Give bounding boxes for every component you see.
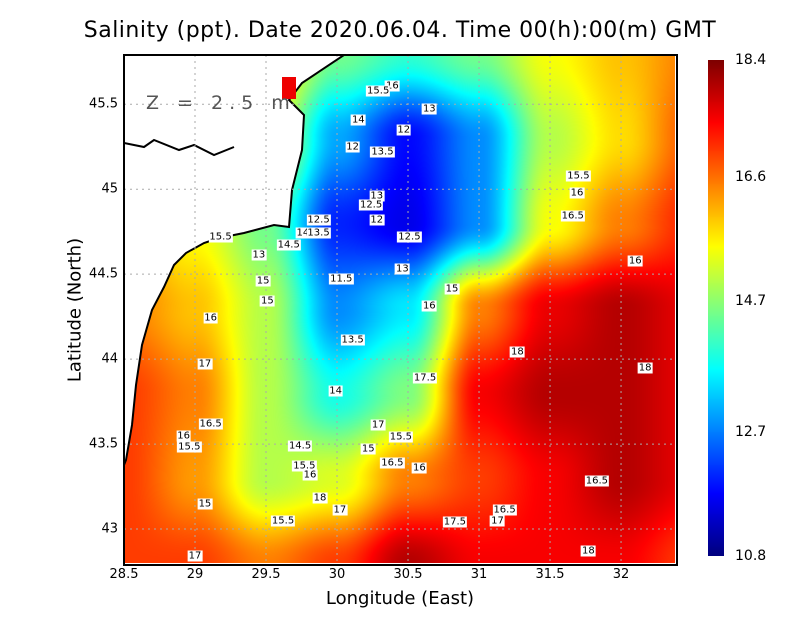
contour-label: 12 — [396, 124, 412, 136]
y-tick-label: 45.5 — [89, 96, 118, 112]
contour-label: 14 — [295, 227, 311, 239]
x-axis-label: Longitude (East) — [325, 588, 475, 609]
contour-label: 13 — [251, 249, 267, 261]
contour-label: 18 — [509, 346, 525, 358]
contour-label: 14 — [350, 114, 366, 126]
x-tick-label: 30.5 — [393, 567, 423, 582]
contour-label: 18 — [637, 362, 653, 374]
contour-label: 15.5 — [270, 515, 296, 527]
contour-label: 14 — [328, 385, 343, 397]
contour-label: 17 — [490, 515, 505, 527]
contour-label: 13.5 — [306, 227, 331, 239]
x-tick-label: 28.5 — [109, 567, 139, 582]
contour-label: 16 — [627, 255, 643, 267]
contour-label: 15 — [444, 283, 460, 295]
contour-label: 16 — [412, 462, 427, 474]
x-tick-label: 31.5 — [535, 567, 565, 582]
land-mass — [124, 55, 346, 466]
contour-label: 15.5 — [177, 441, 202, 453]
contour-label: 12.5 — [397, 231, 422, 243]
contour-label: 13 — [394, 263, 410, 275]
contour-label: 15.5 — [366, 85, 391, 97]
contour-label: 14.5 — [276, 239, 301, 251]
contour-label: 18 — [580, 545, 596, 557]
contour-label: 12 — [369, 214, 385, 226]
y-axis-label: Latitude (North) — [64, 237, 86, 383]
coastline — [124, 138, 235, 157]
contour-label: 16 — [203, 312, 218, 324]
contour-label: 13 — [369, 190, 385, 202]
contour-label: 13.5 — [370, 146, 395, 158]
contour-label: 16 — [302, 469, 318, 481]
contour-label: 16.5 — [560, 210, 585, 222]
contour-label: 15 — [255, 275, 271, 287]
colorbar-tick-label: 16.6 — [735, 169, 767, 186]
contour-label: 15.5 — [292, 460, 317, 472]
contour-label: 13 — [421, 103, 437, 115]
x-tick-label: 32 — [612, 567, 630, 582]
contour-label: 15 — [360, 443, 376, 455]
colorbar-tick-label: 14.7 — [735, 293, 767, 310]
colorbar-tick-label: 10.8 — [735, 548, 767, 564]
y-tick-label: 43.5 — [89, 436, 118, 452]
contour-label: 12.5 — [306, 214, 331, 226]
contour-label: 17 — [197, 358, 213, 370]
contour-label: 17.5 — [442, 516, 468, 528]
colorbar-tick-label: 18.4 — [735, 52, 767, 68]
contour-label: 15 — [260, 295, 275, 307]
contour-label: 17.5 — [412, 372, 438, 384]
contour-label: 12.5 — [358, 199, 384, 210]
contour-label: 15.5 — [566, 170, 591, 182]
contour-label: 11.5 — [329, 273, 354, 285]
chart-title: Salinity (ppt). Date 2020.06.04. Time 00… — [83, 18, 717, 43]
contour-label: 16.5 — [198, 418, 223, 430]
x-tick-label: 31 — [470, 567, 488, 582]
depth-annotation: Z = 2.5 m — [146, 92, 296, 114]
contour-label: 16 — [421, 300, 437, 312]
plot-overlay — [124, 55, 675, 563]
contour-label: 17 — [370, 419, 386, 431]
x-tick-label: 30 — [328, 567, 346, 582]
contour-label: 16 — [385, 80, 400, 92]
colorbar — [708, 60, 724, 556]
contour-label: 12 — [345, 141, 360, 153]
contour-label: 16 — [176, 430, 192, 442]
plot-area — [124, 55, 675, 563]
contour-label: 15.5 — [208, 231, 233, 243]
contour-label: 17 — [332, 504, 348, 516]
contour-label: 16.5 — [584, 475, 610, 487]
contour-label: 16.5 — [380, 457, 405, 469]
x-tick-label: 29.5 — [251, 567, 281, 582]
colorbar-tick-label: 12.7 — [735, 424, 767, 440]
contour-label: 18 — [312, 492, 328, 504]
lagoon-marker — [282, 77, 296, 99]
x-tick-label: 29 — [186, 567, 204, 582]
y-tick-label: 45 — [101, 181, 118, 197]
contour-label: 15.5 — [388, 431, 414, 443]
y-tick-label: 44 — [101, 351, 118, 367]
contour-label: 16 — [569, 187, 585, 199]
contour-label: 14.5 — [287, 440, 313, 452]
contour-label: 13.5 — [340, 334, 365, 346]
y-tick-label: 43 — [101, 521, 118, 537]
contour-label: 16.5 — [492, 504, 517, 516]
contour-label: 15 — [197, 498, 213, 510]
y-tick-label: 44.5 — [89, 266, 118, 282]
contour-label: 17 — [187, 550, 203, 562]
